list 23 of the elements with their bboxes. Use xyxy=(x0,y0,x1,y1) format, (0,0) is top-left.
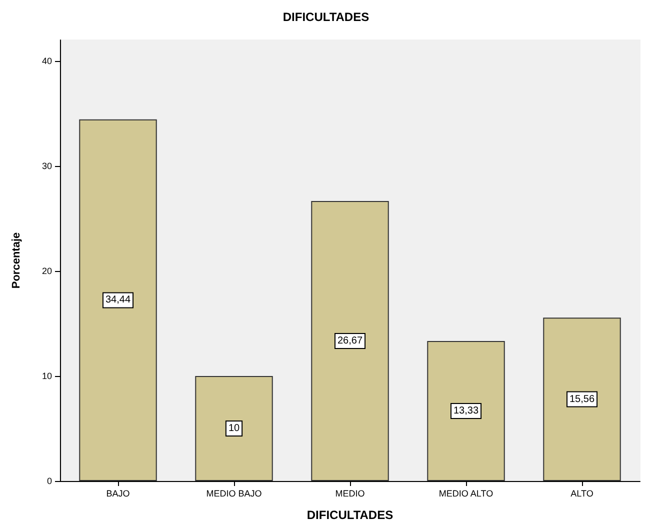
data-label: 13,33 xyxy=(453,406,479,417)
data-label: 15,56 xyxy=(569,394,595,405)
y-tick-label: 0 xyxy=(46,476,52,486)
x-tick-label: BAJO xyxy=(106,488,130,498)
chart-title: DIFICULTADES xyxy=(282,10,370,24)
data-label: 10 xyxy=(228,423,240,434)
y-tick-label: 20 xyxy=(42,266,52,276)
x-tick-label: ALTO xyxy=(570,488,594,498)
y-axis-title: Porcentaje xyxy=(10,232,22,289)
data-label: 34,44 xyxy=(105,294,131,306)
x-tick-label: MEDIO BAJO xyxy=(206,488,262,498)
x-tick-label: MEDIO xyxy=(335,488,365,498)
x-axis-title: DIFICULTADES xyxy=(306,508,394,522)
y-tick-label: 10 xyxy=(42,371,52,381)
data-label: 26,67 xyxy=(337,335,363,346)
y-tick-label: 30 xyxy=(42,161,52,171)
bar xyxy=(195,376,273,481)
y-tick-label: 40 xyxy=(42,56,52,66)
bar xyxy=(427,341,505,481)
bar xyxy=(311,200,389,481)
bar xyxy=(543,318,621,481)
x-tick-label: MEDIO ALTO xyxy=(438,488,494,498)
bar xyxy=(79,119,157,481)
